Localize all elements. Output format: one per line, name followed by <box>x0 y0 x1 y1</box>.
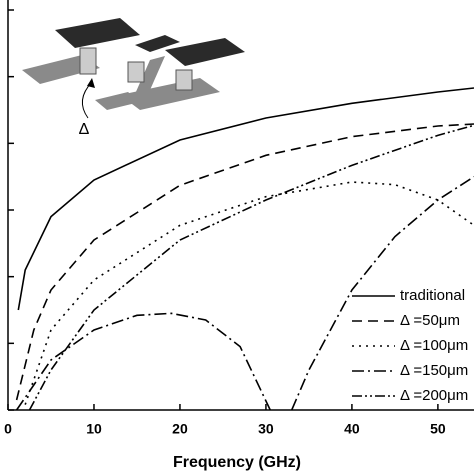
via <box>79 47 97 75</box>
inset-diagram: Δ <box>22 18 245 138</box>
x-tick-label: 10 <box>86 421 102 437</box>
strip <box>135 35 180 52</box>
x-tick-label: 30 <box>258 421 274 437</box>
legend-label: traditional <box>400 287 465 304</box>
series-line <box>17 87 474 311</box>
series-line <box>15 175 474 411</box>
arrow <box>81 81 93 119</box>
via <box>127 61 145 83</box>
legend-label: Δ =200μm <box>400 387 468 404</box>
pad <box>120 78 220 110</box>
x-axis-title: Frequency (GHz) <box>173 454 301 471</box>
x-tick-label: 50 <box>430 421 446 437</box>
via <box>175 69 193 91</box>
series-line <box>24 181 474 405</box>
legend-label: Δ =100μm <box>400 337 468 354</box>
pad <box>165 38 245 66</box>
arrow-head <box>87 78 95 88</box>
series-line <box>28 124 474 411</box>
series-line <box>15 123 474 401</box>
strip <box>135 56 165 94</box>
x-tick-label: 20 <box>172 421 188 437</box>
legend-label: Δ =150μm <box>400 362 468 379</box>
x-tick-label: 40 <box>344 421 360 437</box>
annotation: Δ <box>79 121 90 138</box>
x-tick-label: 0 <box>4 421 12 437</box>
pad <box>55 18 140 48</box>
legend-label: Δ =50μm <box>400 312 460 329</box>
